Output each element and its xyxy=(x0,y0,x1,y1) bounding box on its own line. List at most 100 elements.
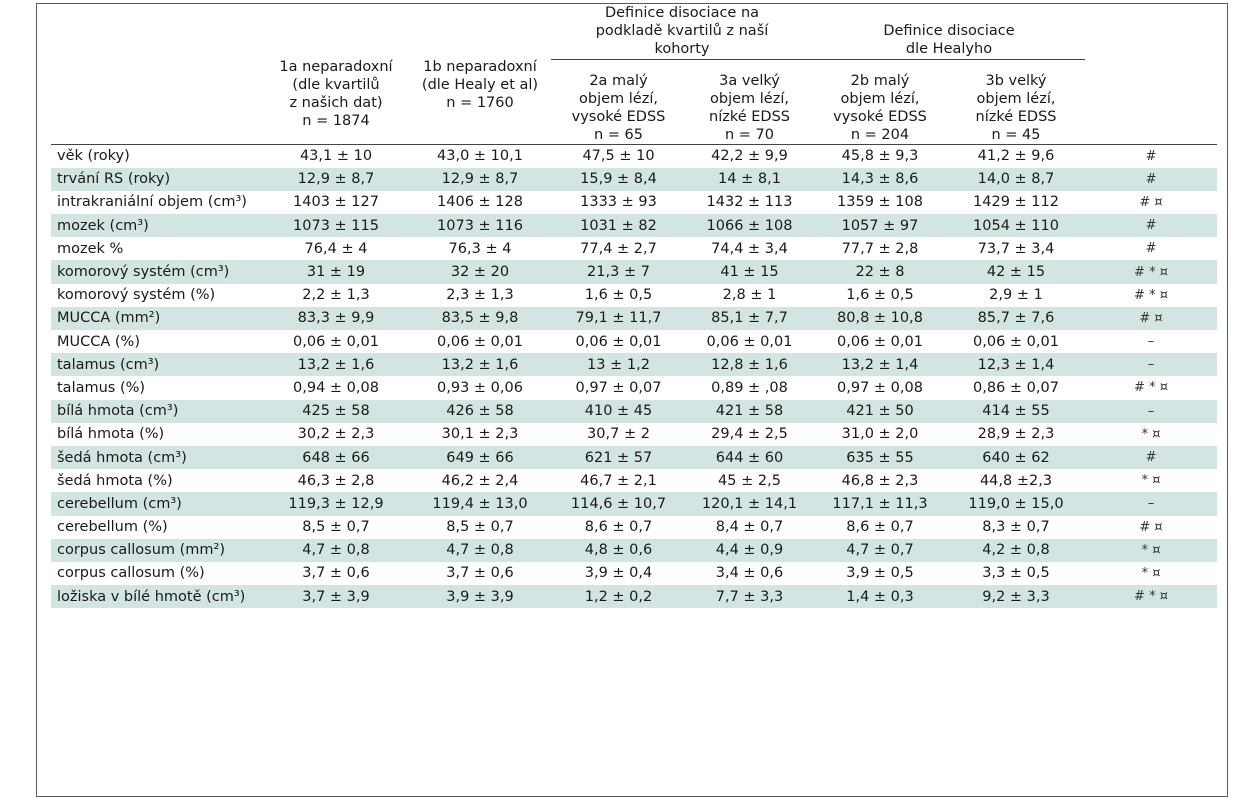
significance-cell: * ¤ xyxy=(1141,565,1161,581)
header-group-quartile: Definice disociace na podkladě kvartilů … xyxy=(551,4,813,62)
table-cell: 421 ± 58 xyxy=(686,399,813,423)
table-cell: 0,06 ± 0,01 xyxy=(973,333,1059,350)
table-cell: 0,97 ± 0,08 xyxy=(837,379,923,396)
table-cell: 4,7 ± 0,8 xyxy=(409,538,551,562)
table-cell: 3,7 ± 3,9 xyxy=(263,585,409,609)
header-col-3b: 3b velký objem lézí, nízké EDSS n = 45 xyxy=(947,62,1086,145)
row-label: talamus (%) xyxy=(57,379,146,396)
table-row: mozek % 76,4 ± 4 76,3 ± 4 77,4 ± 2,7 74,4 ± … xyxy=(51,237,1217,260)
significance-cell: – xyxy=(1085,399,1218,423)
row-label: bílá hmota (cm³) xyxy=(51,399,263,423)
header-group-healy-text: Definice disociace dle Healyho xyxy=(813,22,1086,60)
data-table: 1a neparadoxní (dle kvartilů z našich da… xyxy=(51,4,1218,609)
header-col-3a-line: 3a velký xyxy=(719,72,780,89)
table-cell: 30,7 ± 2 xyxy=(587,426,650,443)
table-cell: 1066 ± 108 xyxy=(686,214,813,238)
table-cell: 8,4 ± 0,7 xyxy=(715,519,784,536)
table-cell: 22 ± 8 xyxy=(813,260,947,284)
row-label: MUCCA (%) xyxy=(57,333,140,350)
table-cell: 410 ± 45 xyxy=(551,399,686,423)
row-label: bílá hmota (%) xyxy=(57,426,165,443)
table-cell: 73,7 ± 3,4 xyxy=(977,240,1055,257)
table-cell: 46,2 ± 2,4 xyxy=(441,472,519,489)
header-col-1a: 1a neparadoxní (dle kvartilů z našich da… xyxy=(263,4,409,145)
table-cell: 12,9 ± 8,7 xyxy=(409,167,551,191)
header-col-3a: 3a velký objem lézí, nízké EDSS n = 70 xyxy=(686,62,813,145)
significance-cell: # ¤ xyxy=(1085,306,1218,330)
table-cell: 640 ± 62 xyxy=(947,445,1086,470)
table-cell: 1406 ± 128 xyxy=(437,194,523,211)
table-cell: 644 ± 60 xyxy=(686,445,813,470)
row-label: trvání RS (roky) xyxy=(51,167,263,191)
table-cell: 3,9 ± 0,4 xyxy=(584,565,653,582)
table-row: ložiska v bílé hmotě (cm³) 3,7 ± 3,9 3,9 ±… xyxy=(51,585,1218,609)
table-cell: 3,3 ± 0,5 xyxy=(982,565,1050,582)
table-cell: 635 ± 55 xyxy=(813,445,947,470)
significance-cell: – xyxy=(1085,353,1218,377)
header-col-3b-line: nízké EDSS xyxy=(975,108,1057,125)
table-cell: 0,94 ± 0,08 xyxy=(293,379,379,396)
table-cell: 41 ± 15 xyxy=(686,260,813,284)
table-row: šedá hmota (cm³) 648 ± 66 649 ± 66 621 ± 57… xyxy=(51,445,1218,470)
header-col-2a-line: n = 65 xyxy=(593,126,643,143)
table-cell: 3,7 ± 0,6 xyxy=(446,565,514,582)
significance-cell: # * ¤ xyxy=(1085,585,1218,609)
table-cell: 4,8 ± 0,6 xyxy=(551,538,686,562)
header-col-2b-line: vysoké EDSS xyxy=(833,108,927,125)
row-label: mozek % xyxy=(57,240,124,257)
table-row: mozek (cm³) 1073 ± 115 1073 ± 116 1031 ± 82… xyxy=(51,214,1218,238)
table-cell: 80,8 ± 10,8 xyxy=(813,306,947,330)
table-cell: 426 ± 58 xyxy=(409,399,551,423)
table-cell: 30,2 ± 2,3 xyxy=(297,426,375,443)
table-cell: 8,6 ± 0,7 xyxy=(846,519,914,536)
header-col-1b: 1b neparadoxní (dle Healy et al) n = 176… xyxy=(409,4,551,145)
table-cell: 7,7 ± 3,3 xyxy=(686,585,813,609)
table-cell: 4,7 ± 0,8 xyxy=(263,538,409,562)
table-cell: 85,1 ± 7,7 xyxy=(686,306,813,330)
table-cell: 44,8 ±2,3 xyxy=(979,472,1053,489)
table-cell: 77,7 ± 2,8 xyxy=(841,240,919,257)
table-cell: 621 ± 57 xyxy=(551,445,686,470)
table-row: bílá hmota (%) 30,2 ± 2,3 30,1 ± 2,3 30,7 ±… xyxy=(51,423,1217,446)
table-cell: 119,3 ± 12,9 xyxy=(263,492,409,516)
table-cell: 0,06 ± 0,01 xyxy=(575,333,662,350)
row-label: šedá hmota (%) xyxy=(57,472,173,489)
table-cell: 8,6 ± 0,7 xyxy=(584,519,653,536)
row-label: mozek (cm³) xyxy=(51,214,263,238)
table-cell: 1073 ± 116 xyxy=(409,214,551,238)
table-row: bílá hmota (cm³) 425 ± 58 426 ± 58 410 ± 45… xyxy=(51,399,1218,423)
table-cell: 3,4 ± 0,6 xyxy=(715,565,784,582)
table-cell: 14 ± 8,1 xyxy=(686,167,813,191)
table-cell: 76,4 ± 4 xyxy=(304,240,368,257)
table-cell: 1,6 ± 0,5 xyxy=(846,287,914,304)
significance-cell: * ¤ xyxy=(1141,426,1161,442)
table-row: MUCCA (%) 0,06 ± 0,01 0,06 ± 0,01 0,06 ± 0,… xyxy=(51,330,1217,353)
row-label: komorový systém (%) xyxy=(57,287,216,304)
row-label: cerebellum (cm³) xyxy=(51,492,263,516)
table-row: trvání RS (roky) 12,9 ± 8,7 12,9 ± 8,7 15,9… xyxy=(51,167,1218,191)
table-cell: 0,89 ± ,08 xyxy=(711,379,788,396)
table-cell: 14,0 ± 8,7 xyxy=(947,167,1086,191)
header-col-2a: 2a malý objem lézí, vysoké EDSS n = 65 xyxy=(551,62,686,145)
table-cell: 3,7 ± 0,6 xyxy=(302,565,370,582)
table-cell: 119,4 ± 13,0 xyxy=(409,492,551,516)
table-cell: 46,3 ± 2,8 xyxy=(297,472,375,489)
table-cell: 425 ± 58 xyxy=(263,399,409,423)
table-cell: 42,2 ± 9,9 xyxy=(711,148,788,165)
table-cell: 76,3 ± 4 xyxy=(448,240,512,257)
header-col-3a-line: n = 70 xyxy=(724,126,774,143)
table-cell: 1,2 ± 0,2 xyxy=(551,585,686,609)
row-label: corpus callosum (mm²) xyxy=(51,538,263,562)
header-col-1a-line: n = 1874 xyxy=(302,112,370,129)
table-cell: 13,2 ± 1,6 xyxy=(263,353,409,377)
significance-cell: # ¤ xyxy=(1139,194,1163,210)
table-cell: 21,3 ± 7 xyxy=(551,260,686,284)
table-cell: 46,8 ± 2,3 xyxy=(841,472,919,489)
table-cell: 421 ± 50 xyxy=(813,399,947,423)
table-row: MUCCA (mm²) 83,3 ± 9,9 83,5 ± 9,8 79,1 ± 11… xyxy=(51,306,1218,330)
table-cell: 2,9 ± 1 xyxy=(989,287,1043,304)
table-cell: 15,9 ± 8,4 xyxy=(551,167,686,191)
header-col-2b: 2b malý objem lézí, vysoké EDSS n = 204 xyxy=(813,62,947,145)
table-cell: 12,3 ± 1,4 xyxy=(947,353,1086,377)
table-cell: 29,4 ± 2,5 xyxy=(711,426,788,443)
